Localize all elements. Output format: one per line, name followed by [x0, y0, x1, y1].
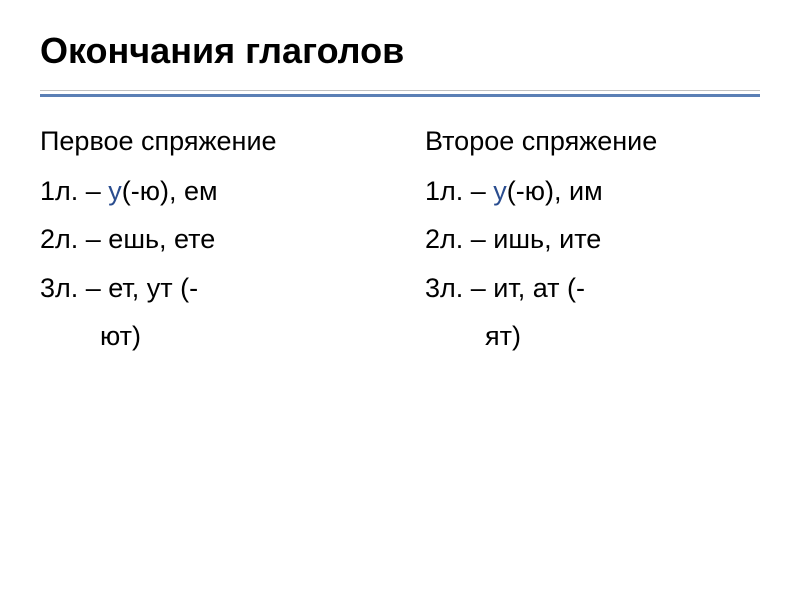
accent-1l-right: у: [493, 176, 507, 206]
accent-1l-left: у: [108, 176, 122, 206]
rest-3l-right-2: ят): [485, 321, 521, 351]
row-3l-left-wrap: ют): [40, 318, 375, 354]
rest-1l-right: (-ю), им: [507, 176, 603, 206]
rest-2l-left: ешь, ете: [108, 224, 215, 254]
title-text: Окончания глаголов: [40, 30, 404, 71]
prefix-2l-right: 2л. –: [425, 224, 493, 254]
divider-top: [40, 90, 760, 91]
row-1l-left: 1л. – у(-ю), ем: [40, 173, 375, 209]
prefix-2l-left: 2л. –: [40, 224, 108, 254]
prefix-3l-right: 3л. –: [425, 273, 493, 303]
prefix-3l-left: 3л. –: [40, 273, 108, 303]
rest-3l-left-2: ют): [100, 321, 141, 351]
row-1l-right: 1л. – у(-ю), им: [425, 173, 760, 209]
page-title: Окончания глаголов: [40, 30, 760, 72]
title-divider: [40, 90, 760, 96]
rest-3l-left-1: ет, ут (-: [108, 273, 198, 303]
rest-3l-right-1: ит, ат (-: [493, 273, 585, 303]
column-second-conjugation: Второе спряжение 1л. – у(-ю), им 2л. – и…: [425, 126, 760, 367]
subtitle-second: Второе спряжение: [425, 126, 760, 157]
prefix-1l-left: 1л. –: [40, 176, 108, 206]
content-columns: Первое спряжение 1л. – у(-ю), ем 2л. – е…: [40, 126, 760, 367]
row-3l-left: 3л. – ет, ут (-: [40, 270, 375, 306]
row-3l-right: 3л. – ит, ат (-: [425, 270, 760, 306]
column-first-conjugation: Первое спряжение 1л. – у(-ю), ем 2л. – е…: [40, 126, 375, 367]
prefix-1l-right: 1л. –: [425, 176, 493, 206]
rest-2l-right: ишь, ите: [493, 224, 601, 254]
row-2l-left: 2л. – ешь, ете: [40, 221, 375, 257]
rest-1l-left: (-ю), ем: [122, 176, 218, 206]
subtitle-first: Первое спряжение: [40, 126, 375, 157]
divider-main: [40, 94, 760, 97]
row-2l-right: 2л. – ишь, ите: [425, 221, 760, 257]
row-3l-right-wrap: ят): [425, 318, 760, 354]
